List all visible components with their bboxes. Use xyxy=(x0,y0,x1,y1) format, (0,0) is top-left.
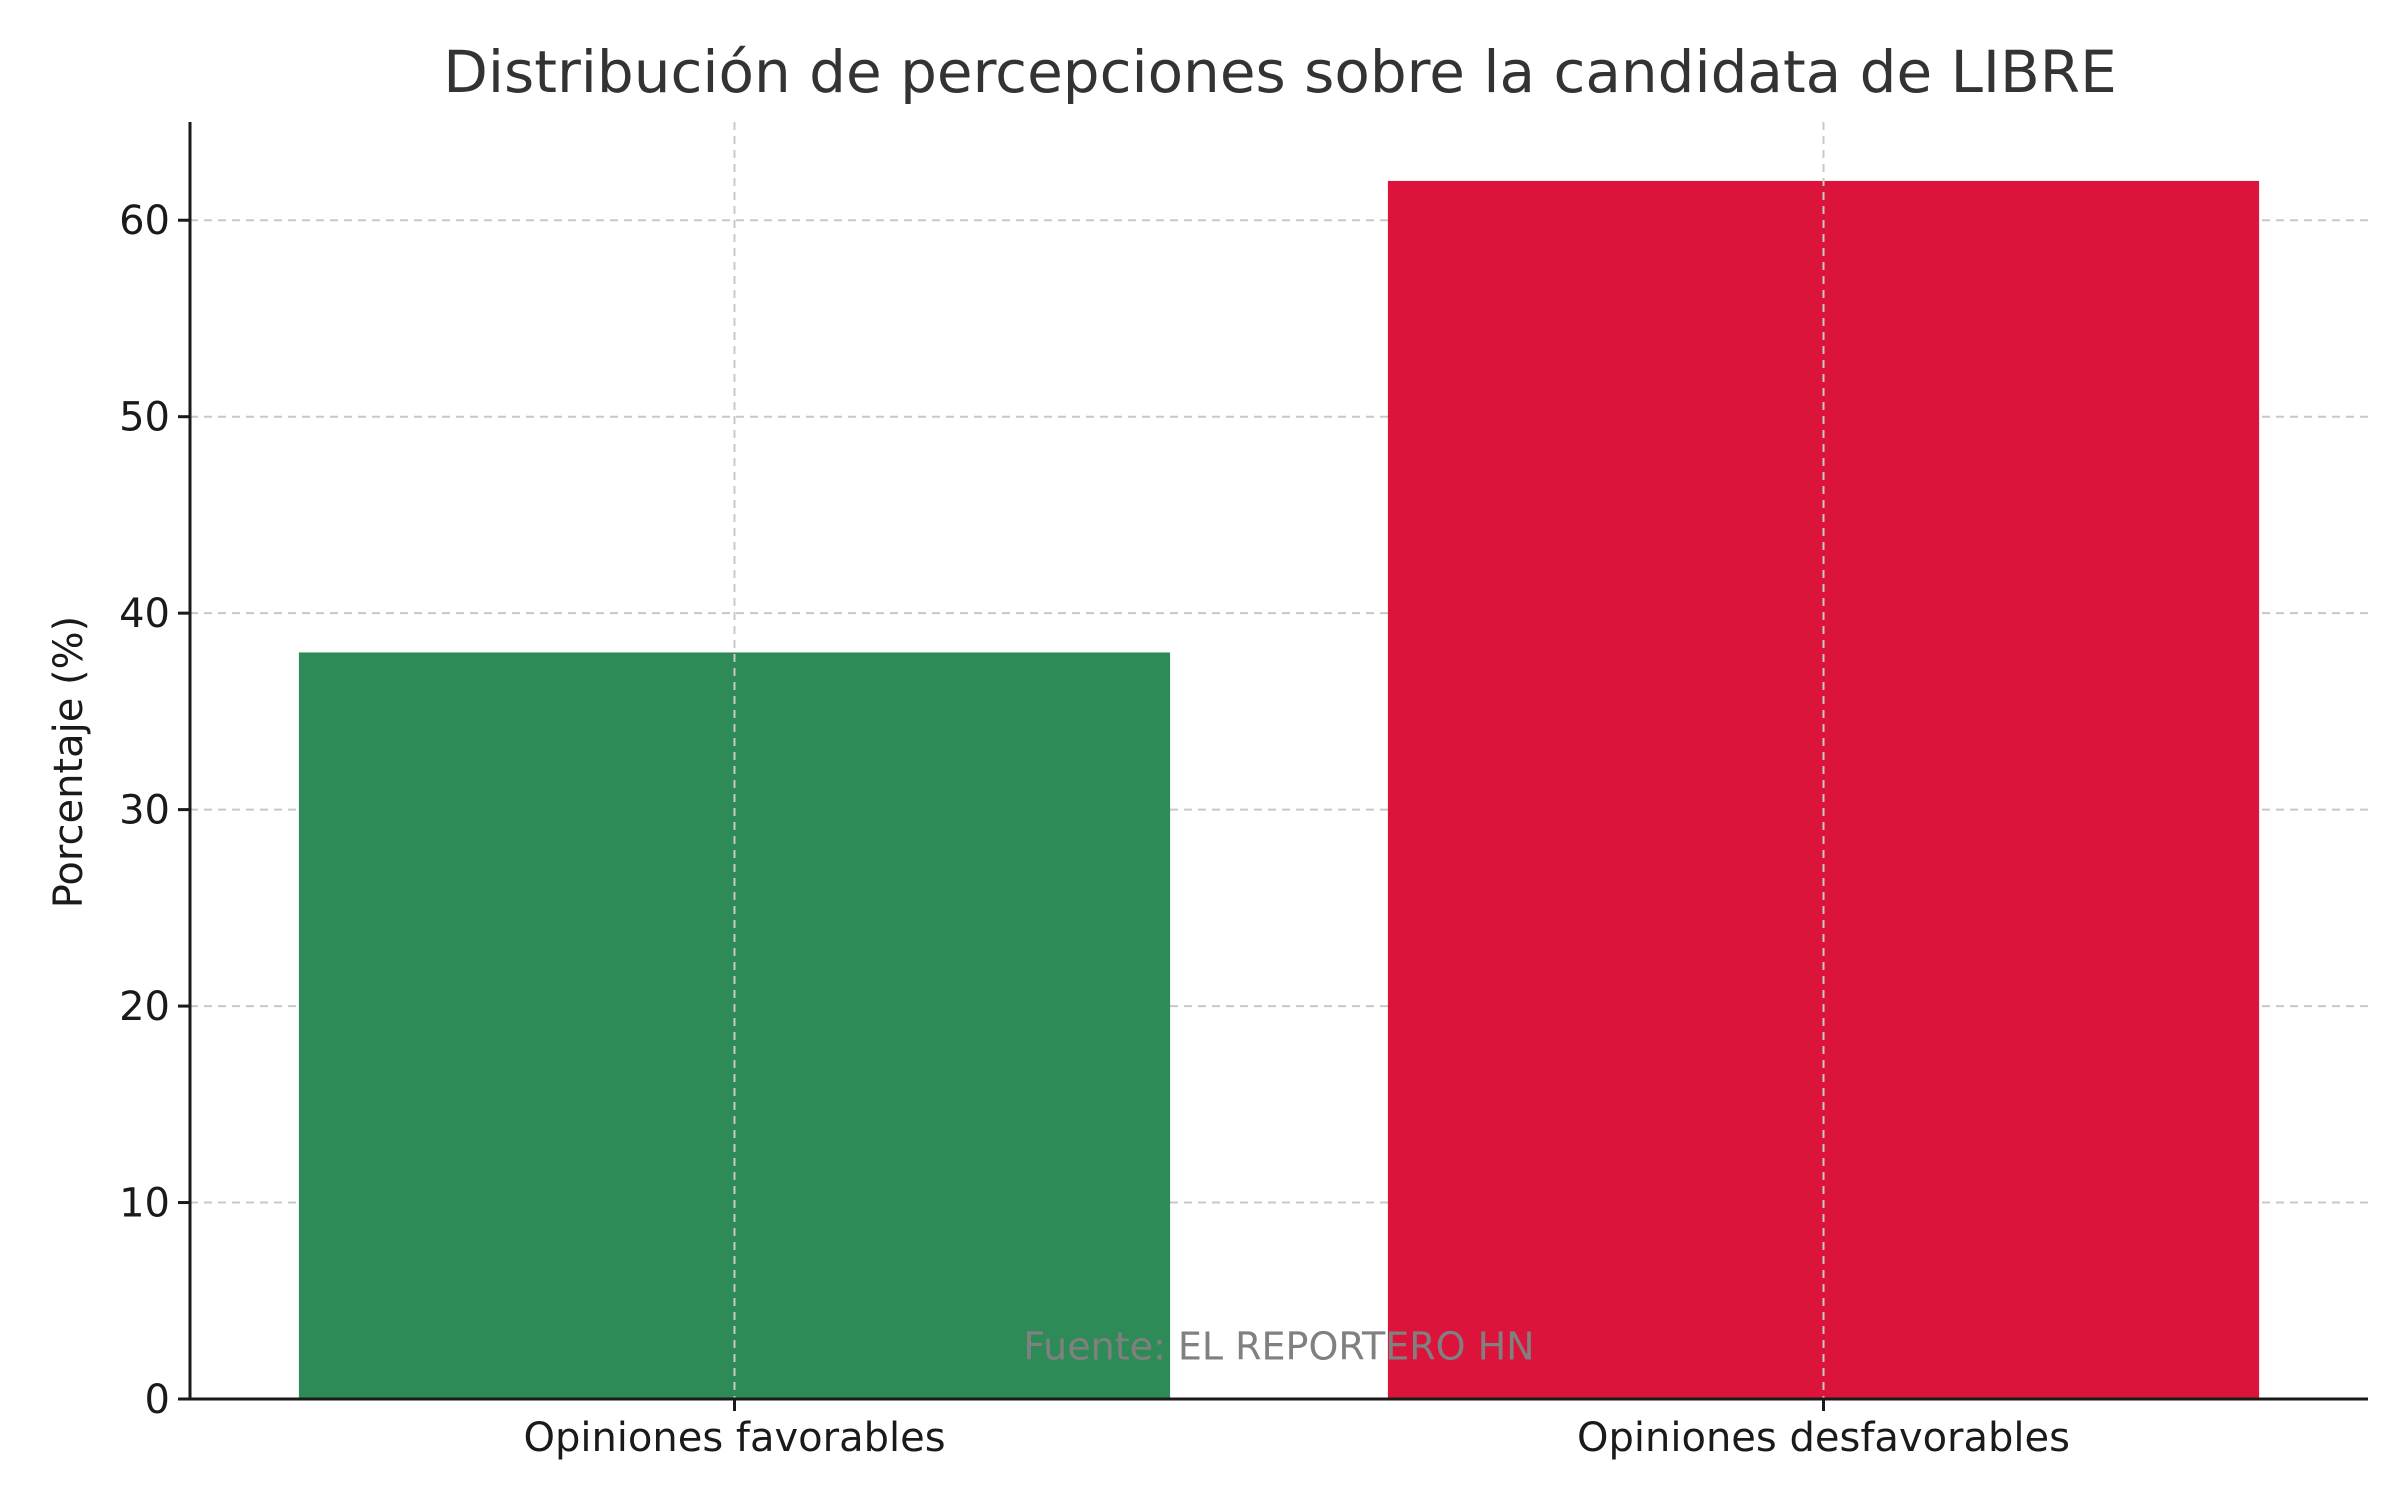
y-tick-label: 50 xyxy=(119,395,170,441)
x-tick-label: Opiniones desfavorables xyxy=(1577,1415,2070,1461)
y-axis-label: Porcentaje (%) xyxy=(46,616,92,909)
y-tick-label: 0 xyxy=(145,1377,170,1423)
axes: 0 10 20 30 40 50 60 Opiniones favorables Opinion… xyxy=(119,122,2368,1461)
y-tick-label: 60 xyxy=(119,198,170,244)
y-tick-label: 40 xyxy=(119,591,170,637)
chart-title: Distribución de percepciones sobre la ca… xyxy=(443,38,2117,106)
bars xyxy=(298,122,2260,1399)
y-tick-label: 30 xyxy=(119,788,170,834)
x-tick-label: Opiniones favorables xyxy=(523,1415,945,1461)
y-tick-label: 10 xyxy=(119,1181,170,1227)
source-annotation: Fuente: EL REPORTERO HN xyxy=(1023,1325,1534,1369)
y-tick-label: 20 xyxy=(119,984,170,1030)
bar-2 xyxy=(1387,180,2260,1399)
annotation: Fuente: EL REPORTERO HN xyxy=(1023,1325,1534,1369)
